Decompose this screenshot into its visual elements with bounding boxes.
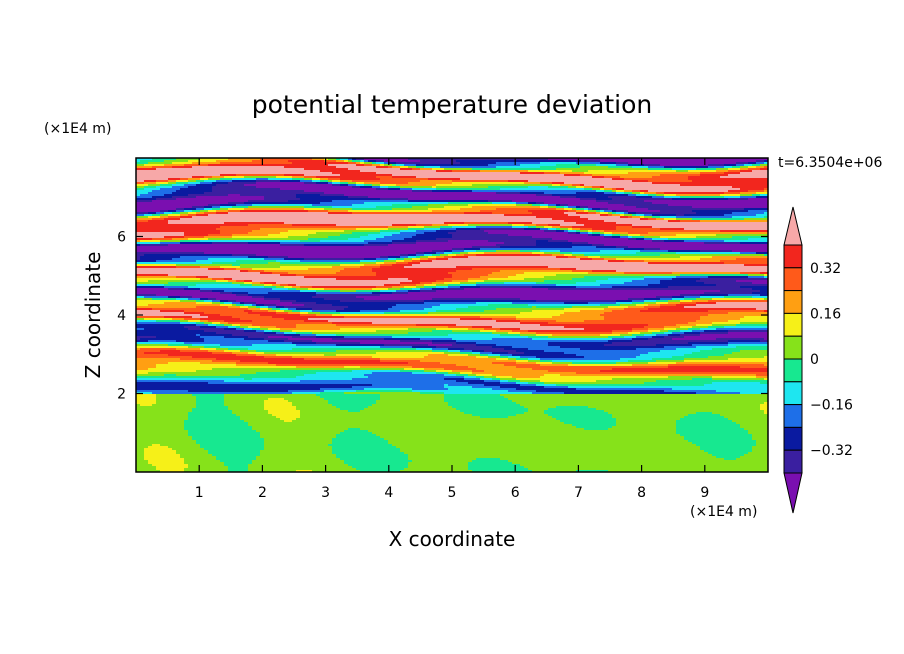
- colorbar-box: [784, 382, 802, 405]
- x-tick-label: 2: [258, 485, 267, 501]
- colorbar-label: 0: [810, 352, 819, 368]
- colorbar-box: [784, 268, 802, 291]
- x-tick-label: 4: [384, 485, 393, 501]
- colorbar-box: [784, 427, 802, 450]
- colorbar: 0.32 0.16 0 −0.16 −0.32: [784, 207, 853, 513]
- colorbar-box: [784, 245, 802, 268]
- y-tick-label: 2: [117, 387, 126, 403]
- x-tick-label: 5: [448, 485, 457, 501]
- contour-field: [136, 158, 768, 472]
- x-tick-label: 8: [637, 485, 646, 501]
- time-label: t=6.3504e+06: [778, 155, 882, 171]
- colorbar-box: [784, 405, 802, 428]
- x-unit-label: (×1E4 m): [690, 504, 757, 520]
- y-tick-label: 6: [117, 230, 126, 246]
- x-tick-label: 1: [195, 485, 204, 501]
- colorbar-box: [784, 313, 802, 336]
- colorbar-box: [784, 336, 802, 359]
- y-tick-label: 4: [117, 308, 126, 324]
- colorbar-label: 0.32: [810, 261, 841, 277]
- colorbar-lower-extension: [784, 473, 802, 513]
- x-tick-label: 7: [574, 485, 583, 501]
- colorbar-label: 0.16: [810, 306, 841, 322]
- x-axis-label: X coordinate: [389, 527, 516, 551]
- colorbar-label: −0.16: [810, 398, 853, 414]
- colorbar-box: [784, 359, 802, 382]
- colorbar-box: [784, 450, 802, 473]
- x-tick-label: 6: [511, 485, 520, 501]
- colorbar-upper-extension: [784, 207, 802, 245]
- x-tick-label: 9: [700, 485, 709, 501]
- y-axis-label: Z coordinate: [81, 252, 105, 379]
- colorbar-label: −0.32: [810, 443, 853, 459]
- chart-title: potential temperature deviation: [252, 90, 652, 119]
- x-tick-label: 3: [321, 485, 330, 501]
- y-unit-label: (×1E4 m): [44, 121, 111, 137]
- colorbar-box: [784, 291, 802, 314]
